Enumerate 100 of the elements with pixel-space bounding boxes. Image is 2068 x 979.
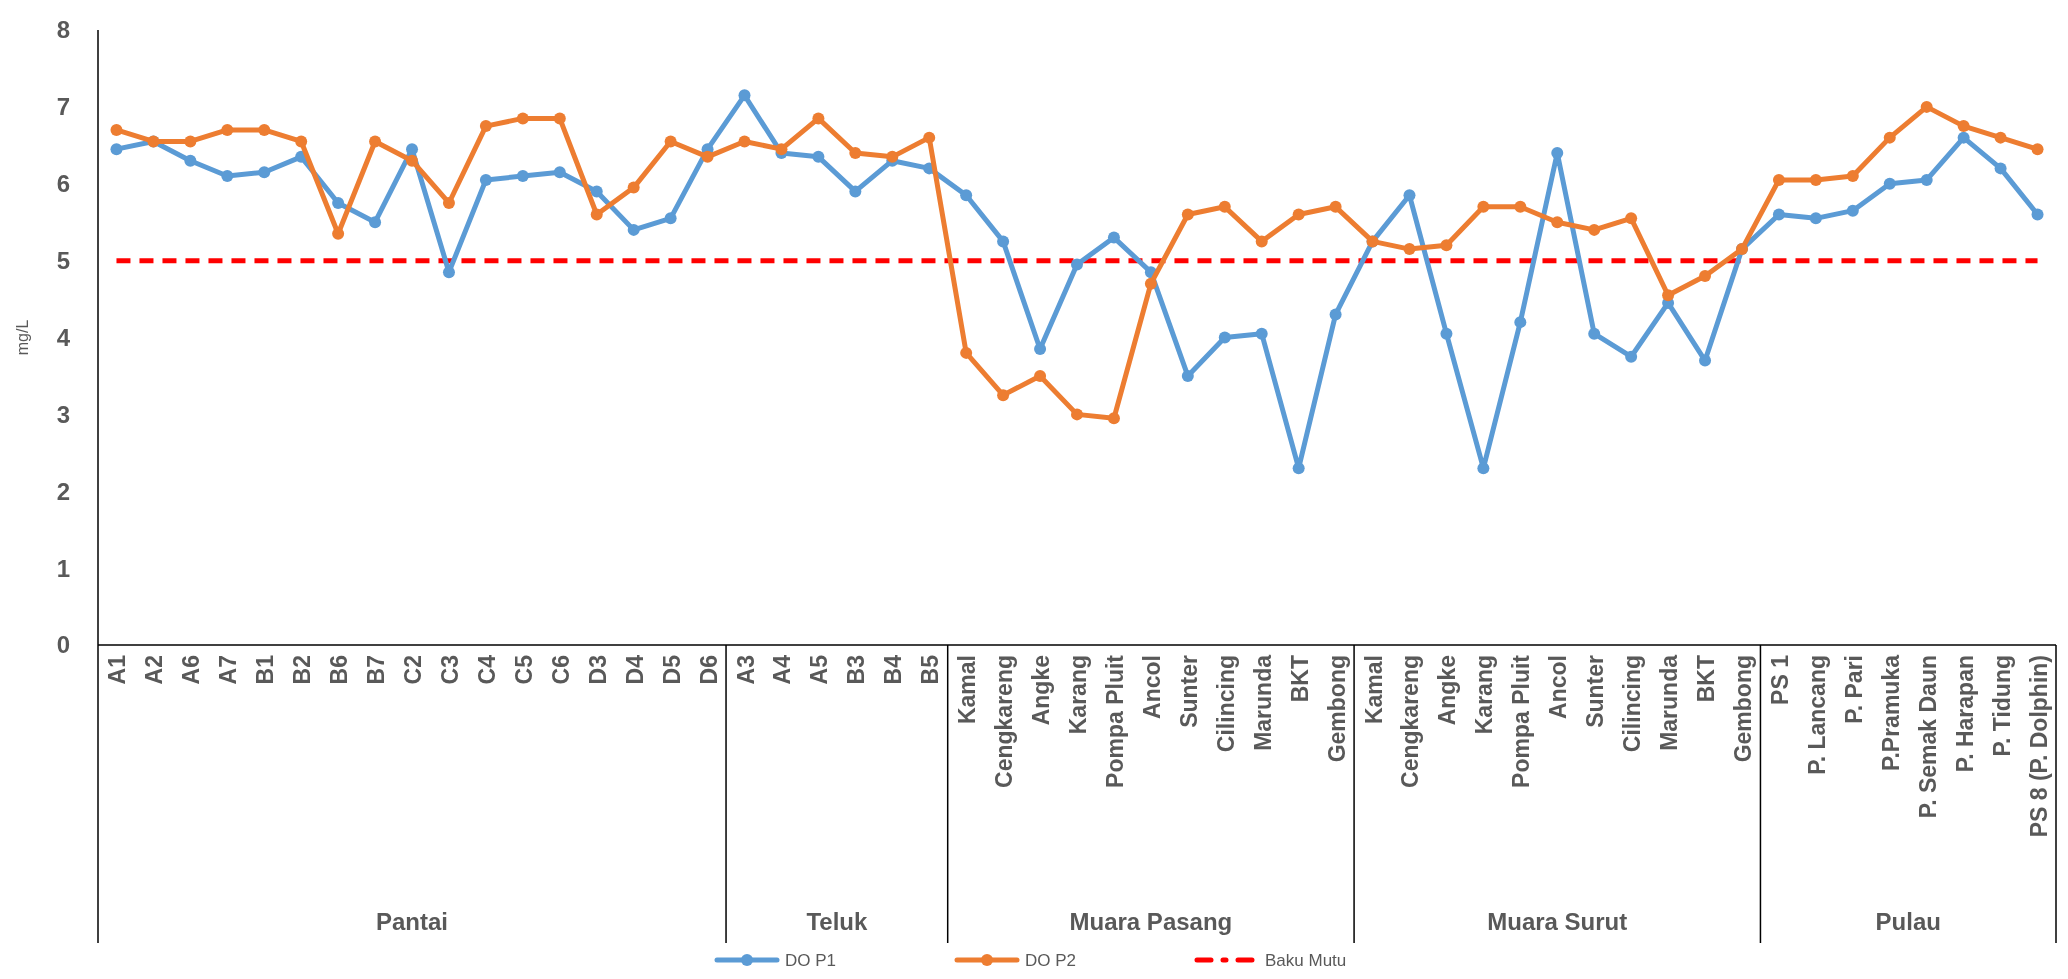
- point: [664, 212, 677, 225]
- point: [1994, 162, 2007, 175]
- point: [738, 135, 751, 148]
- point: [442, 196, 455, 209]
- x-tick-label: B1: [252, 654, 279, 685]
- x-tick-label: C4: [473, 654, 500, 685]
- x-tick-label: BKT: [1286, 655, 1313, 703]
- point: [1957, 131, 1970, 144]
- point: [1883, 177, 1896, 190]
- point: [923, 131, 936, 144]
- x-tick-label: P. Harapan: [1951, 655, 1978, 773]
- point: [516, 170, 529, 183]
- point: [1034, 369, 1047, 382]
- point: [1551, 216, 1564, 229]
- y-axis-title: mg/L: [14, 319, 31, 356]
- point: [1514, 200, 1527, 213]
- legend-label: DO P1: [785, 950, 837, 970]
- x-tick-label: D3: [584, 655, 611, 685]
- text: Pulau: [1875, 908, 1941, 935]
- point: [627, 223, 640, 236]
- point: [406, 154, 419, 167]
- point: [1957, 120, 1970, 133]
- point: [479, 173, 492, 186]
- x-tick-label: Cilincing: [1212, 655, 1239, 753]
- text: Muara Pasang: [1069, 908, 1233, 935]
- point: [332, 196, 345, 209]
- x-tick-label: Cengkareng: [991, 655, 1018, 788]
- point: [1514, 316, 1527, 329]
- point: [1255, 235, 1268, 248]
- point: [1071, 258, 1083, 271]
- point: [1218, 200, 1231, 213]
- x-tick-label: B4: [880, 654, 907, 685]
- point: [110, 123, 123, 136]
- x-tick-label: Marunda: [1249, 654, 1276, 751]
- x-tick-label: BKT: [1693, 655, 1720, 703]
- point: [1255, 327, 1268, 340]
- point: [1809, 173, 1822, 186]
- x-tick-label: C6: [547, 655, 574, 685]
- point: [960, 189, 973, 202]
- x-tick-label: Marunda: [1656, 654, 1683, 751]
- x-tick-label: B7: [363, 655, 390, 685]
- point: [1107, 231, 1120, 244]
- x-tick-label: Gembong: [1729, 655, 1756, 763]
- x-tick-label: A6: [178, 655, 205, 685]
- x-tick-label: P. Lancang: [1803, 655, 1830, 775]
- point: [553, 166, 566, 179]
- point: [1625, 350, 1638, 363]
- x-tick-label: Angke: [1028, 655, 1055, 726]
- x-tick-label: Karang: [1065, 655, 1091, 735]
- legend-label: Baku Mutu: [1265, 950, 1347, 970]
- point: [479, 120, 492, 133]
- point: [1144, 277, 1157, 290]
- point: [775, 143, 788, 156]
- point: [553, 112, 566, 125]
- point: [516, 112, 529, 125]
- y-tick-label: 5: [56, 247, 70, 275]
- point: [221, 170, 234, 183]
- x-tick-label: C2: [400, 655, 427, 685]
- point: [258, 166, 271, 179]
- x-tick-label: D5: [658, 654, 685, 685]
- point: [1440, 239, 1453, 252]
- point: [1772, 173, 1785, 186]
- point: [886, 150, 899, 163]
- x-tick-label: Pompa Pluit: [1508, 654, 1535, 788]
- point: [997, 235, 1010, 248]
- point: [1588, 223, 1601, 236]
- point: [1772, 208, 1785, 221]
- x-tick-label: A5: [806, 654, 833, 685]
- point: [1071, 408, 1083, 421]
- point: [812, 150, 825, 163]
- x-tick-label: A3: [732, 655, 759, 685]
- point: [1292, 208, 1305, 221]
- point: [849, 185, 862, 198]
- x-tick-label: B3: [843, 655, 870, 685]
- point: [1181, 208, 1194, 221]
- x-tick-label: Ancol: [1138, 655, 1165, 719]
- point: [1292, 462, 1305, 475]
- point: [1699, 354, 1712, 367]
- point: [1403, 243, 1416, 256]
- point: [1846, 204, 1859, 217]
- x-tick-label: Sunter: [1175, 654, 1202, 728]
- x-tick-label: C3: [436, 655, 463, 685]
- x-tick-label: Ancol: [1545, 655, 1572, 719]
- point: [997, 389, 1010, 402]
- y-tick-label: 4: [56, 323, 71, 351]
- x-tick-label: A2: [141, 655, 168, 685]
- point: [295, 135, 308, 148]
- point: [369, 216, 382, 229]
- x-tick-label: A4: [769, 654, 796, 685]
- x-tick-label: PS 8 (P. Dolphin): [2025, 655, 2052, 838]
- point: [1181, 369, 1194, 382]
- y-tick-label: 6: [56, 170, 70, 198]
- point: [960, 346, 973, 359]
- y-tick-label: 8: [56, 16, 70, 44]
- x-tick-label: P.Pramuka: [1877, 654, 1904, 771]
- point: [664, 135, 677, 148]
- x-tick-label: P. Pari: [1840, 655, 1867, 724]
- point: [369, 135, 382, 148]
- point: [1699, 270, 1712, 282]
- x-tick-label: Gembong: [1323, 655, 1350, 763]
